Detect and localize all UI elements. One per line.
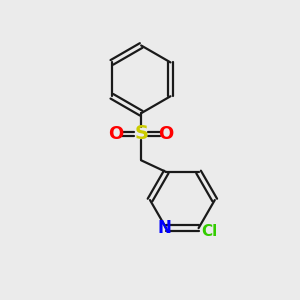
Text: O: O bbox=[159, 125, 174, 143]
Text: S: S bbox=[134, 124, 148, 143]
Text: Cl: Cl bbox=[202, 224, 218, 238]
Text: N: N bbox=[158, 219, 172, 237]
Text: O: O bbox=[109, 125, 124, 143]
